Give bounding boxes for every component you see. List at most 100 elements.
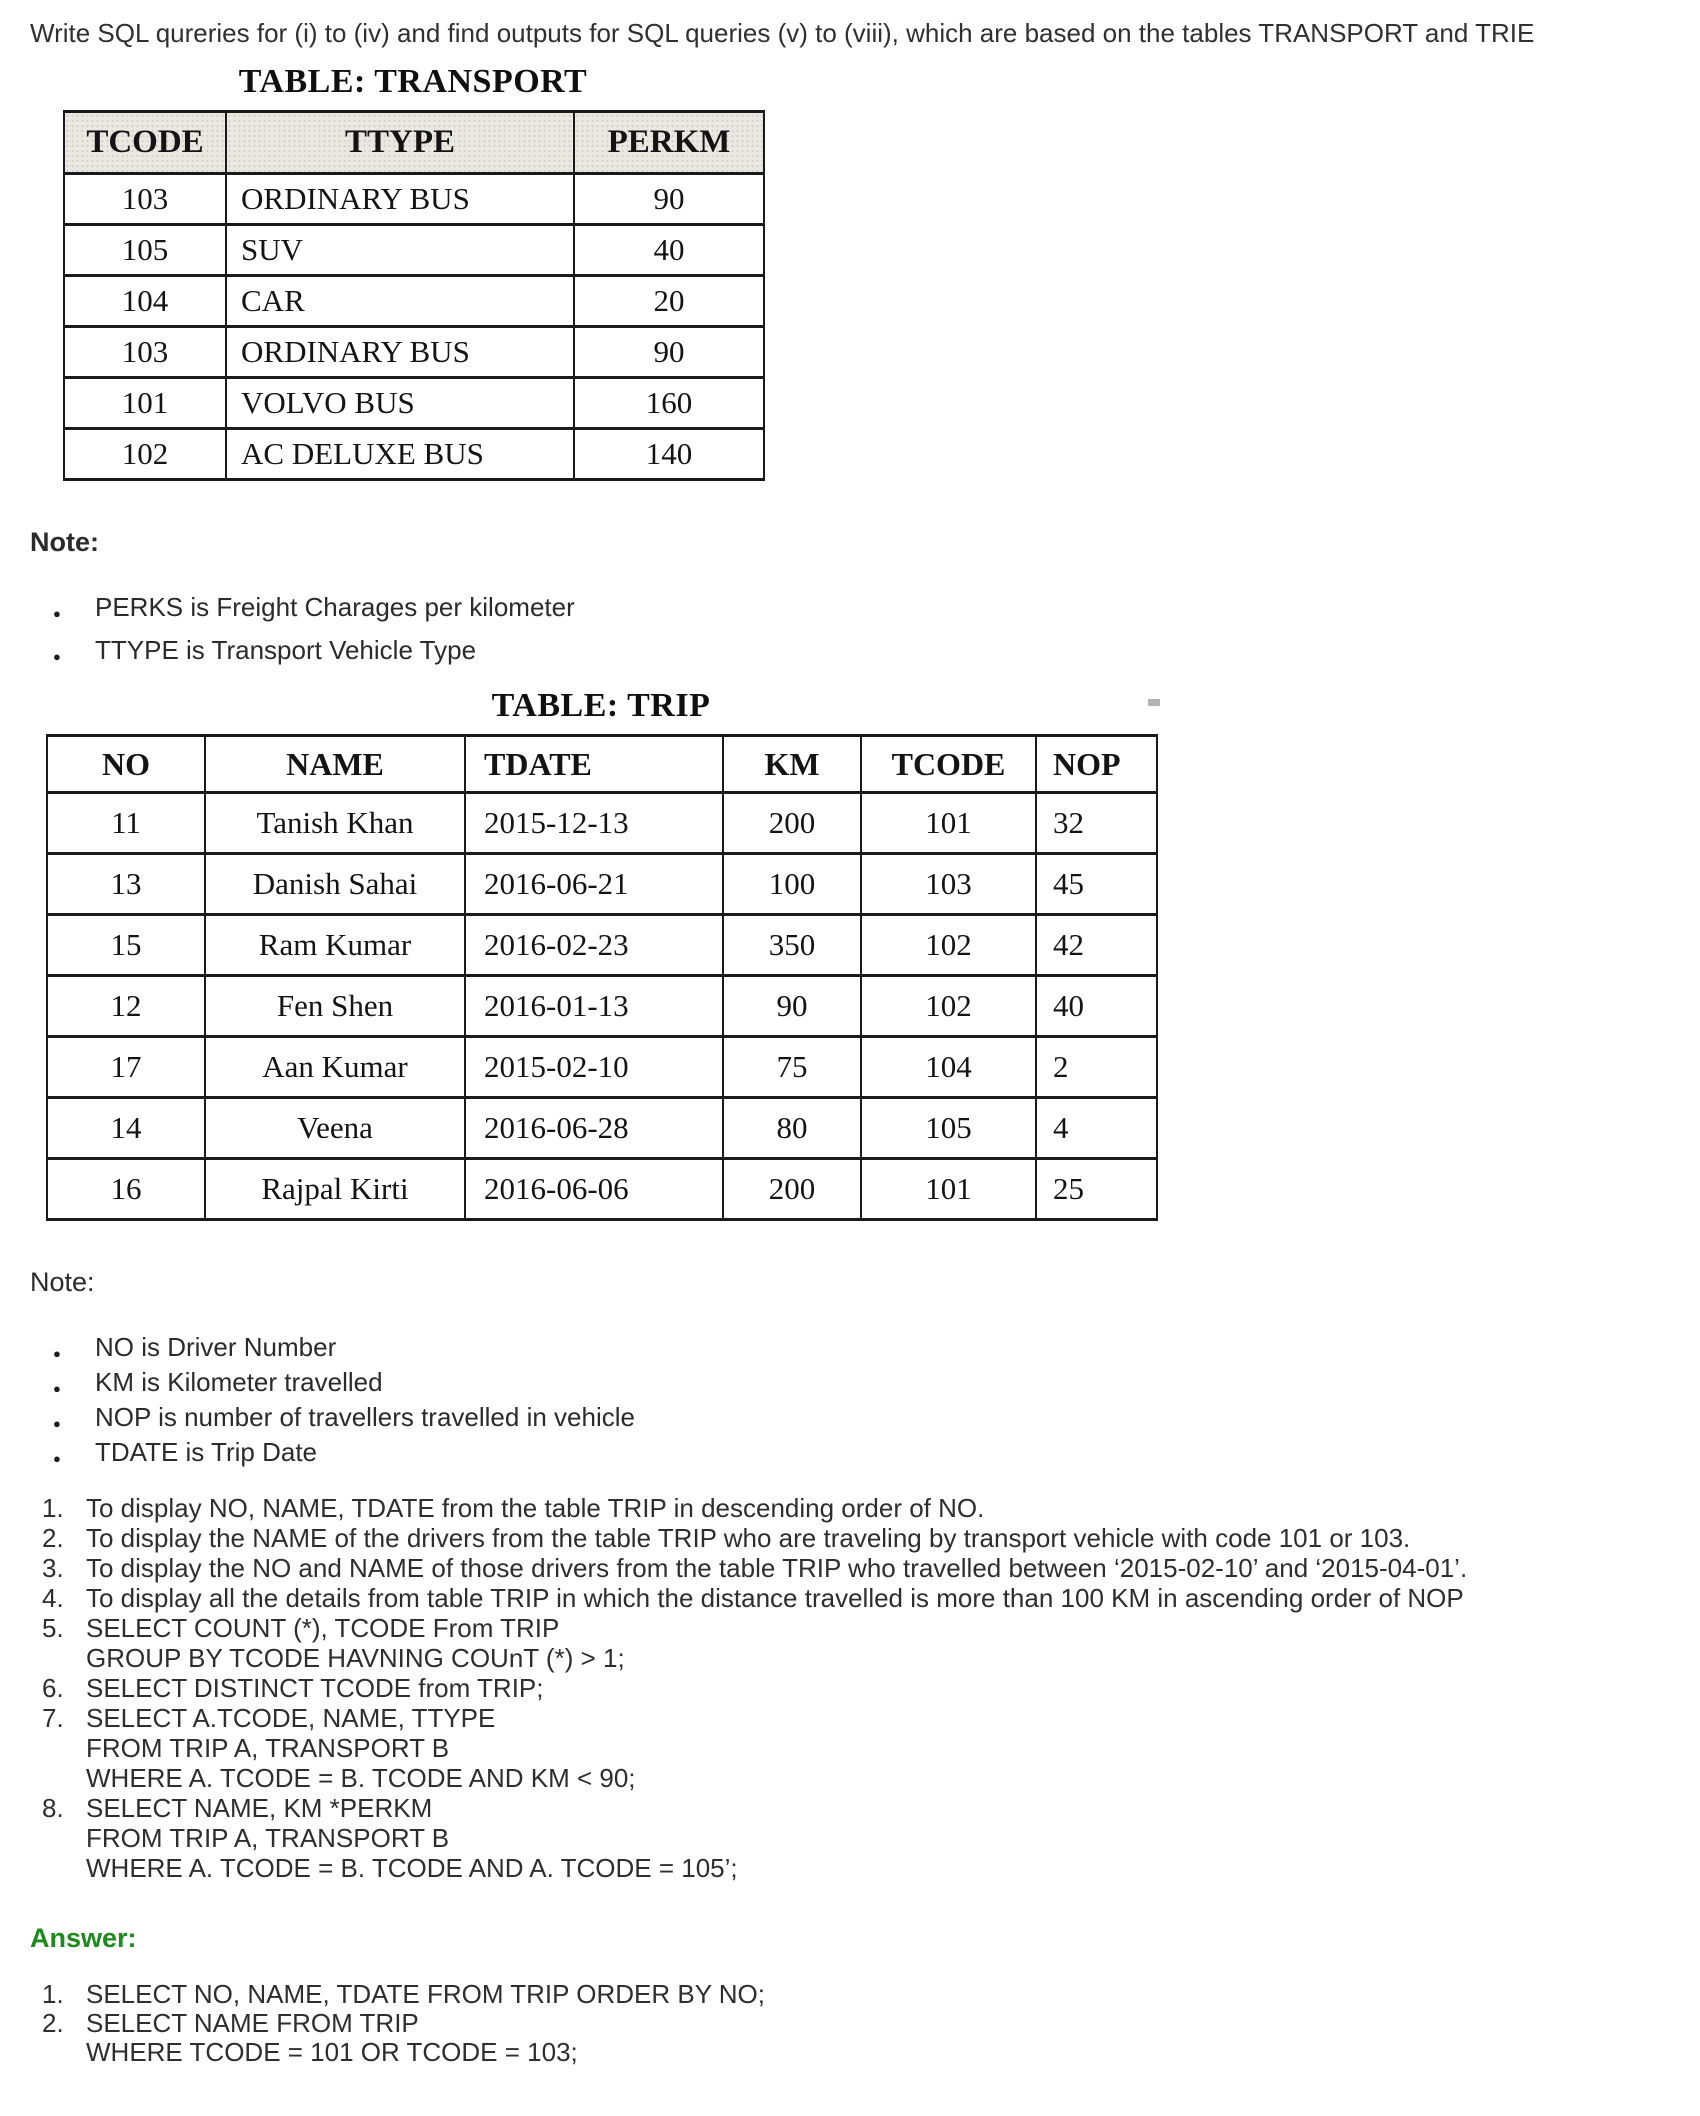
column-header: TTYPE xyxy=(225,110,575,175)
numbered-item: 3. To display the NO and NAME of those dr… xyxy=(0,1553,1700,1583)
table-cell: 13 xyxy=(46,852,206,916)
table-cell: 20 xyxy=(573,274,765,328)
trip-table-body: 11 Tanish Khan 2015-12-13 200 101 32 13 Danish … xyxy=(46,791,1158,1221)
table-cell: 14 xyxy=(46,1096,206,1160)
table-cell: 200 xyxy=(722,791,862,855)
table-cell: 102 xyxy=(63,427,227,481)
column-header: PERKM xyxy=(573,110,765,175)
table-row: 103 ORDINARY BUS 90 xyxy=(63,172,765,226)
table-cell: Veena xyxy=(204,1096,466,1160)
table-cell: 32 xyxy=(1035,791,1158,855)
answer-heading: Answer: xyxy=(30,1923,137,1953)
table-cell: Tanish Khan xyxy=(204,791,466,855)
table-cell: 80 xyxy=(722,1096,862,1160)
table-cell: Aan Kumar xyxy=(204,1035,466,1099)
table-row: 13 Danish Sahai 2016-06-21 100 103 45 xyxy=(46,852,1158,916)
table-cell: 15 xyxy=(46,913,206,977)
table-cell: 200 xyxy=(722,1157,862,1221)
table-row: 12 Fen Shen 2016-01-13 90 102 40 xyxy=(46,974,1158,1038)
table-row: 16 Rajpal Kirti 2016-06-06 200 101 25 xyxy=(46,1157,1158,1221)
column-header: TDATE xyxy=(464,734,724,794)
table-cell: 90 xyxy=(722,974,862,1038)
table-cell: AC DELUXE BUS xyxy=(225,427,575,481)
table-cell: 90 xyxy=(573,325,765,379)
numbered-item: 6. SELECT DISTINCT TCODE from TRIP; xyxy=(0,1673,1700,1703)
table-cell: 16 xyxy=(46,1157,206,1221)
table-cell: 105 xyxy=(860,1096,1037,1160)
column-header: TCODE xyxy=(860,734,1037,794)
table-cell: 103 xyxy=(63,172,227,226)
table-cell: 11 xyxy=(46,791,206,855)
transport-table: TCODE TTYPE PERKM 103 ORDINARY BUS 90 105 SUV 4… xyxy=(63,110,765,481)
table-cell: 42 xyxy=(1035,913,1158,977)
table-cell: 2016-02-23 xyxy=(464,913,724,977)
numbered-item: 4. To display all the details from table … xyxy=(0,1583,1700,1613)
column-header: NO xyxy=(46,734,206,794)
table-cell: VOLVO BUS xyxy=(225,376,575,430)
item-number: 1. xyxy=(42,1493,64,1523)
numbered-item: 1. To display NO, NAME, TDATE from the ta… xyxy=(0,1493,1700,1523)
item-number: 8. xyxy=(42,1793,64,1823)
table-cell: 45 xyxy=(1035,852,1158,916)
column-header: TCODE xyxy=(63,110,227,175)
item-text: To display all the details from table TR… xyxy=(86,1583,1464,1613)
item-text: To display the NAME of the drivers from … xyxy=(86,1523,1411,1553)
table-cell: 350 xyxy=(722,913,862,977)
note-bullet-item: TDATE is Trip Date xyxy=(0,1437,1700,1474)
column-header: NOP xyxy=(1035,734,1158,794)
table-cell: 2016-06-21 xyxy=(464,852,724,916)
numbered-item: 2. SELECT NAME FROM TRIP WHERE TCODE = 101… xyxy=(0,2009,1700,2067)
table-row: 11 Tanish Khan 2015-12-13 200 101 32 xyxy=(46,791,1158,855)
table-cell: ORDINARY BUS xyxy=(225,172,575,226)
table-cell: 104 xyxy=(860,1035,1037,1099)
table-cell: SUV xyxy=(225,223,575,277)
item-number: 7. xyxy=(42,1703,64,1733)
table-cell: 104 xyxy=(63,274,227,328)
note-heading-trip: Note: xyxy=(30,1267,95,1297)
table-row: 103 ORDINARY BUS 90 xyxy=(63,325,765,379)
item-text: SELECT COUNT (*), TCODE From TRIP GROUP B… xyxy=(86,1613,625,1673)
column-header: NAME xyxy=(204,734,466,794)
table-cell: 75 xyxy=(722,1035,862,1099)
table-cell: 2 xyxy=(1035,1035,1158,1099)
item-number: 4. xyxy=(42,1583,64,1613)
note-bullet-item: NO is Driver Number xyxy=(0,1332,1700,1369)
table-cell: ORDINARY BUS xyxy=(225,325,575,379)
table-cell: 2015-12-13 xyxy=(464,791,724,855)
intro-text: Write SQL qureries for (i) to (iv) and f… xyxy=(30,18,1535,48)
table-cell: Rajpal Kirti xyxy=(204,1157,466,1221)
table-cell: 2016-06-06 xyxy=(464,1157,724,1221)
table-cell: 160 xyxy=(573,376,765,430)
item-text: SELECT NAME, KM *PERKM FROM TRIP A, TRANS… xyxy=(86,1793,738,1883)
table-cell: Fen Shen xyxy=(204,974,466,1038)
table-row: 101 VOLVO BUS 160 xyxy=(63,376,765,430)
table-row: 14 Veena 2016-06-28 80 105 4 xyxy=(46,1096,1158,1160)
scan-artifact xyxy=(1148,699,1160,706)
trip-table-head: NO NAME TDATE KM TCODE NOP xyxy=(46,734,1158,794)
table-cell: 100 xyxy=(722,852,862,916)
item-number: 6. xyxy=(42,1673,64,1703)
table-cell: 101 xyxy=(63,376,227,430)
table-cell: 17 xyxy=(46,1035,206,1099)
table-cell: Ram Kumar xyxy=(204,913,466,977)
numbered-item: 1. SELECT NO, NAME, TDATE FROM TRIP ORDER… xyxy=(0,1980,1700,2009)
numbered-item: 7. SELECT A.TCODE, NAME, TTYPE FROM TRIP A… xyxy=(0,1703,1700,1793)
transport-section: TABLE: TRANSPORT TCODE TTYPE PERKM 103 ORDI… xyxy=(63,63,765,481)
item-number: 2. xyxy=(42,2008,64,2038)
item-text: To display NO, NAME, TDATE from the tabl… xyxy=(86,1493,985,1523)
table-cell: 40 xyxy=(573,223,765,277)
table-cell: 2016-01-13 xyxy=(464,974,724,1038)
trip-section: TABLE: TRIP NO NAME TDATE KM TCODE NOP 11 Tani… xyxy=(46,687,1158,1221)
trip-table-title: TABLE: TRIP xyxy=(491,687,711,724)
header-row: NO NAME TDATE KM TCODE NOP xyxy=(46,734,1158,794)
table-row: 15 Ram Kumar 2016-02-23 350 102 42 xyxy=(46,913,1158,977)
table-cell: 103 xyxy=(860,852,1037,916)
note-bullet-item: PERKS is Freight Charages per kilometer xyxy=(0,592,1700,629)
item-text: SELECT A.TCODE, NAME, TTYPE FROM TRIP A, … xyxy=(86,1703,636,1793)
table-cell: 102 xyxy=(860,974,1037,1038)
table-cell: 12 xyxy=(46,974,206,1038)
item-number: 1. xyxy=(42,1979,64,2009)
table-cell: 2015-02-10 xyxy=(464,1035,724,1099)
transport-table-title: TABLE: TRANSPORT xyxy=(238,63,588,100)
